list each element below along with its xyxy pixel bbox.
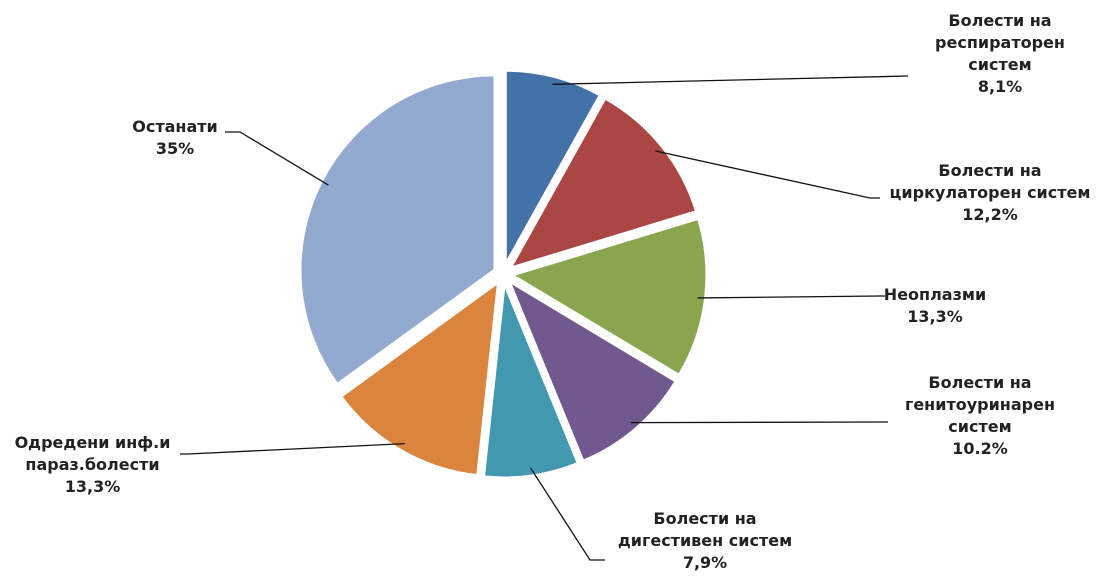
pie-slice-infectious — [338, 278, 501, 478]
pie-slice-respiratory — [503, 68, 603, 272]
slice-label-line: дигестивен систем — [617, 531, 793, 550]
leader-line-genitourinary — [630, 421, 889, 424]
slice-label-line: Болести на — [653, 509, 757, 528]
slice-label-line: респираторен — [935, 33, 1065, 52]
leader-line-digestive — [530, 467, 605, 561]
slice-label-infectious: Одредени инф.и параз.болести 13,3% — [0, 432, 185, 498]
slice-label-line: Неоплазми — [883, 285, 987, 304]
leader-line-infectious — [180, 442, 405, 455]
slice-value-label: 10.2% — [952, 439, 1008, 458]
slice-label-line: Болести на — [948, 11, 1052, 30]
slice-value-label: 13,3% — [907, 307, 963, 326]
slice-label-line: циркулаторен систем — [889, 183, 1091, 202]
slice-label-genitourinary: Болести на генитоуринарен систем 10.2% — [890, 372, 1070, 460]
slice-label-line: Болести на — [938, 161, 1042, 180]
leader-line-neoplasms — [697, 295, 885, 299]
slice-label-line: генитоуринарен — [904, 395, 1056, 414]
slice-label-line: систем — [948, 417, 1012, 436]
slice-value-label: 13,3% — [64, 477, 121, 496]
slice-label-line: Болести на — [928, 373, 1032, 392]
slice-label-digestive: Болести на дигестивен систем 7,9% — [600, 508, 810, 574]
leader-line-other — [225, 131, 329, 186]
slice-label-circulatory: Болести на циркулаторен систем 12,2% — [880, 160, 1100, 226]
leader-line-respiratory — [552, 75, 909, 85]
slice-label-line: систем — [968, 55, 1032, 74]
leader-line-circulatory — [655, 150, 880, 199]
slice-label-respiratory: Болести на респираторен систем 8,1% — [910, 10, 1090, 98]
slice-value-label: 35% — [155, 139, 195, 158]
pie-slice-genitourinary — [505, 277, 679, 464]
slice-value-label: 12,2% — [962, 205, 1018, 224]
pie-slice-neoplasms — [508, 216, 709, 378]
slice-label-other: Останати 35% — [120, 116, 230, 160]
slice-value-label: 7,9% — [682, 553, 728, 572]
pie-slice-digestive — [481, 282, 581, 480]
slice-label-neoplasms: Неоплазми 13,3% — [880, 284, 990, 328]
slice-label-line: Одредени инф.и — [14, 433, 171, 452]
pie-slice-circulatory — [506, 96, 699, 271]
slice-label-line: параз.болести — [25, 455, 160, 474]
slice-label-line: Останати — [132, 117, 218, 136]
slice-value-label: 8,1% — [977, 77, 1023, 96]
